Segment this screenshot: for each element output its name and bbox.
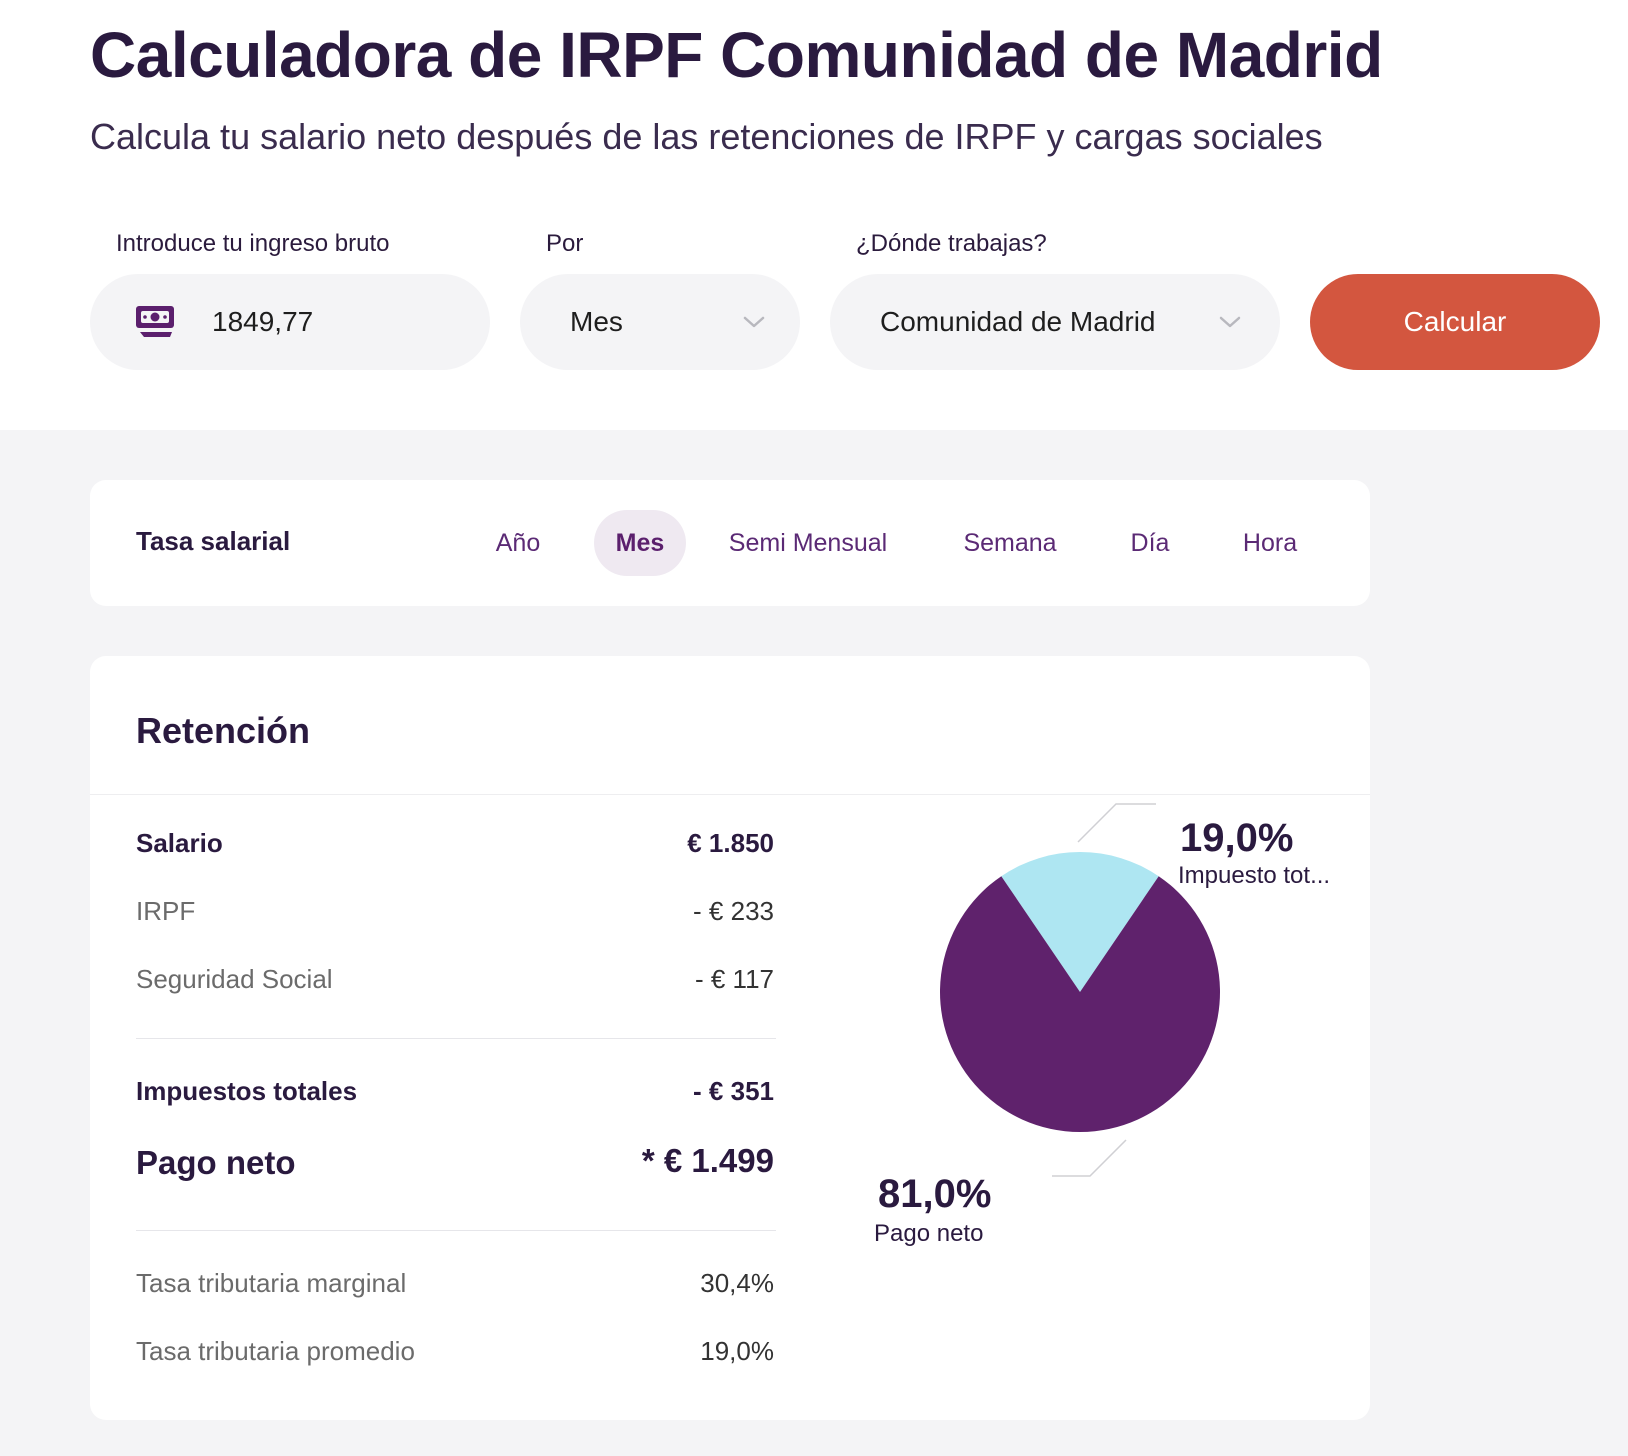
region-select[interactable]: Comunidad de Madrid (830, 274, 1280, 370)
period-label: Por (546, 230, 584, 257)
retention-title: Retención (136, 710, 311, 751)
net-pay-value: * € 1.499 (641, 1142, 774, 1179)
retention-separator (90, 794, 1370, 795)
net-percentage: 81,0% (878, 1172, 992, 1216)
region-label: ¿Dónde trabajas? (856, 230, 1047, 257)
salary-label: Salario (136, 828, 223, 858)
tab-semi-monthly[interactable]: Semi Mensual (728, 528, 888, 557)
period-value: Mes (570, 306, 623, 337)
income-value: 1849,77 (212, 306, 314, 337)
marginal-rate-label: Tasa tributaria marginal (136, 1268, 407, 1298)
wage-rate-card: Tasa salarial Año Mes Semi Mensual Seman… (90, 480, 1370, 606)
tab-year[interactable]: Año (495, 528, 541, 557)
tax-slice-label: Impuesto tot... (1178, 862, 1331, 889)
total-tax-label: Impuestos totales (136, 1076, 358, 1106)
pie-slice-tax (1001, 852, 1159, 992)
salary-value: € 1.850 (687, 828, 774, 858)
retention-card: Retención Salario € 1.850 IRPF - € 233 S… (90, 656, 1370, 1420)
irpf-value: - € 233 (693, 896, 774, 926)
region-value: Comunidad de Madrid (880, 306, 1156, 337)
pie-chart (940, 803, 1221, 1177)
tab-day[interactable]: Día (1130, 528, 1170, 557)
tab-month[interactable]: Mes (594, 510, 686, 576)
income-input[interactable]: 1849,77 (90, 274, 490, 370)
average-rate-value: 19,0% (700, 1336, 774, 1366)
pie-slice-net (940, 876, 1221, 1132)
net-slice-label: Pago neto (874, 1220, 984, 1247)
chevron-down-icon (1219, 316, 1241, 328)
irpf-label: IRPF (136, 896, 196, 926)
header-section: Calculadora de IRPF Comunidad de Madrid … (0, 0, 1628, 430)
calculate-button[interactable]: Calcular (1310, 274, 1600, 370)
page-subtitle: Calcula tu salario neto después de las r… (90, 116, 1323, 157)
marginal-rate-value: 30,4% (700, 1268, 774, 1298)
wage-rate-title: Tasa salarial (136, 526, 291, 556)
income-label: Introduce tu ingreso bruto (116, 230, 390, 257)
net-pay-label: Pago neto (136, 1144, 296, 1181)
tab-hour[interactable]: Hora (1242, 528, 1298, 557)
total-tax-value: - € 351 (693, 1076, 774, 1106)
divider (136, 1038, 776, 1039)
page-title: Calculadora de IRPF Comunidad de Madrid (90, 19, 1383, 91)
tax-leader-line (1077, 803, 1156, 843)
tax-percentage: 19,0% (1180, 816, 1294, 860)
divider (136, 1230, 776, 1231)
net-leader-line (1052, 1139, 1127, 1177)
pie-chart-area: 19,0% Impuesto tot... 81,0% Pago neto (90, 656, 1370, 1420)
social-security-label: Seguridad Social (136, 964, 333, 994)
period-select[interactable]: Mes (520, 274, 800, 370)
money-icon (136, 306, 174, 337)
tab-week[interactable]: Semana (963, 528, 1057, 557)
average-rate-label: Tasa tributaria promedio (136, 1336, 415, 1366)
chevron-down-icon (743, 316, 765, 328)
social-security-value: - € 117 (694, 964, 774, 994)
